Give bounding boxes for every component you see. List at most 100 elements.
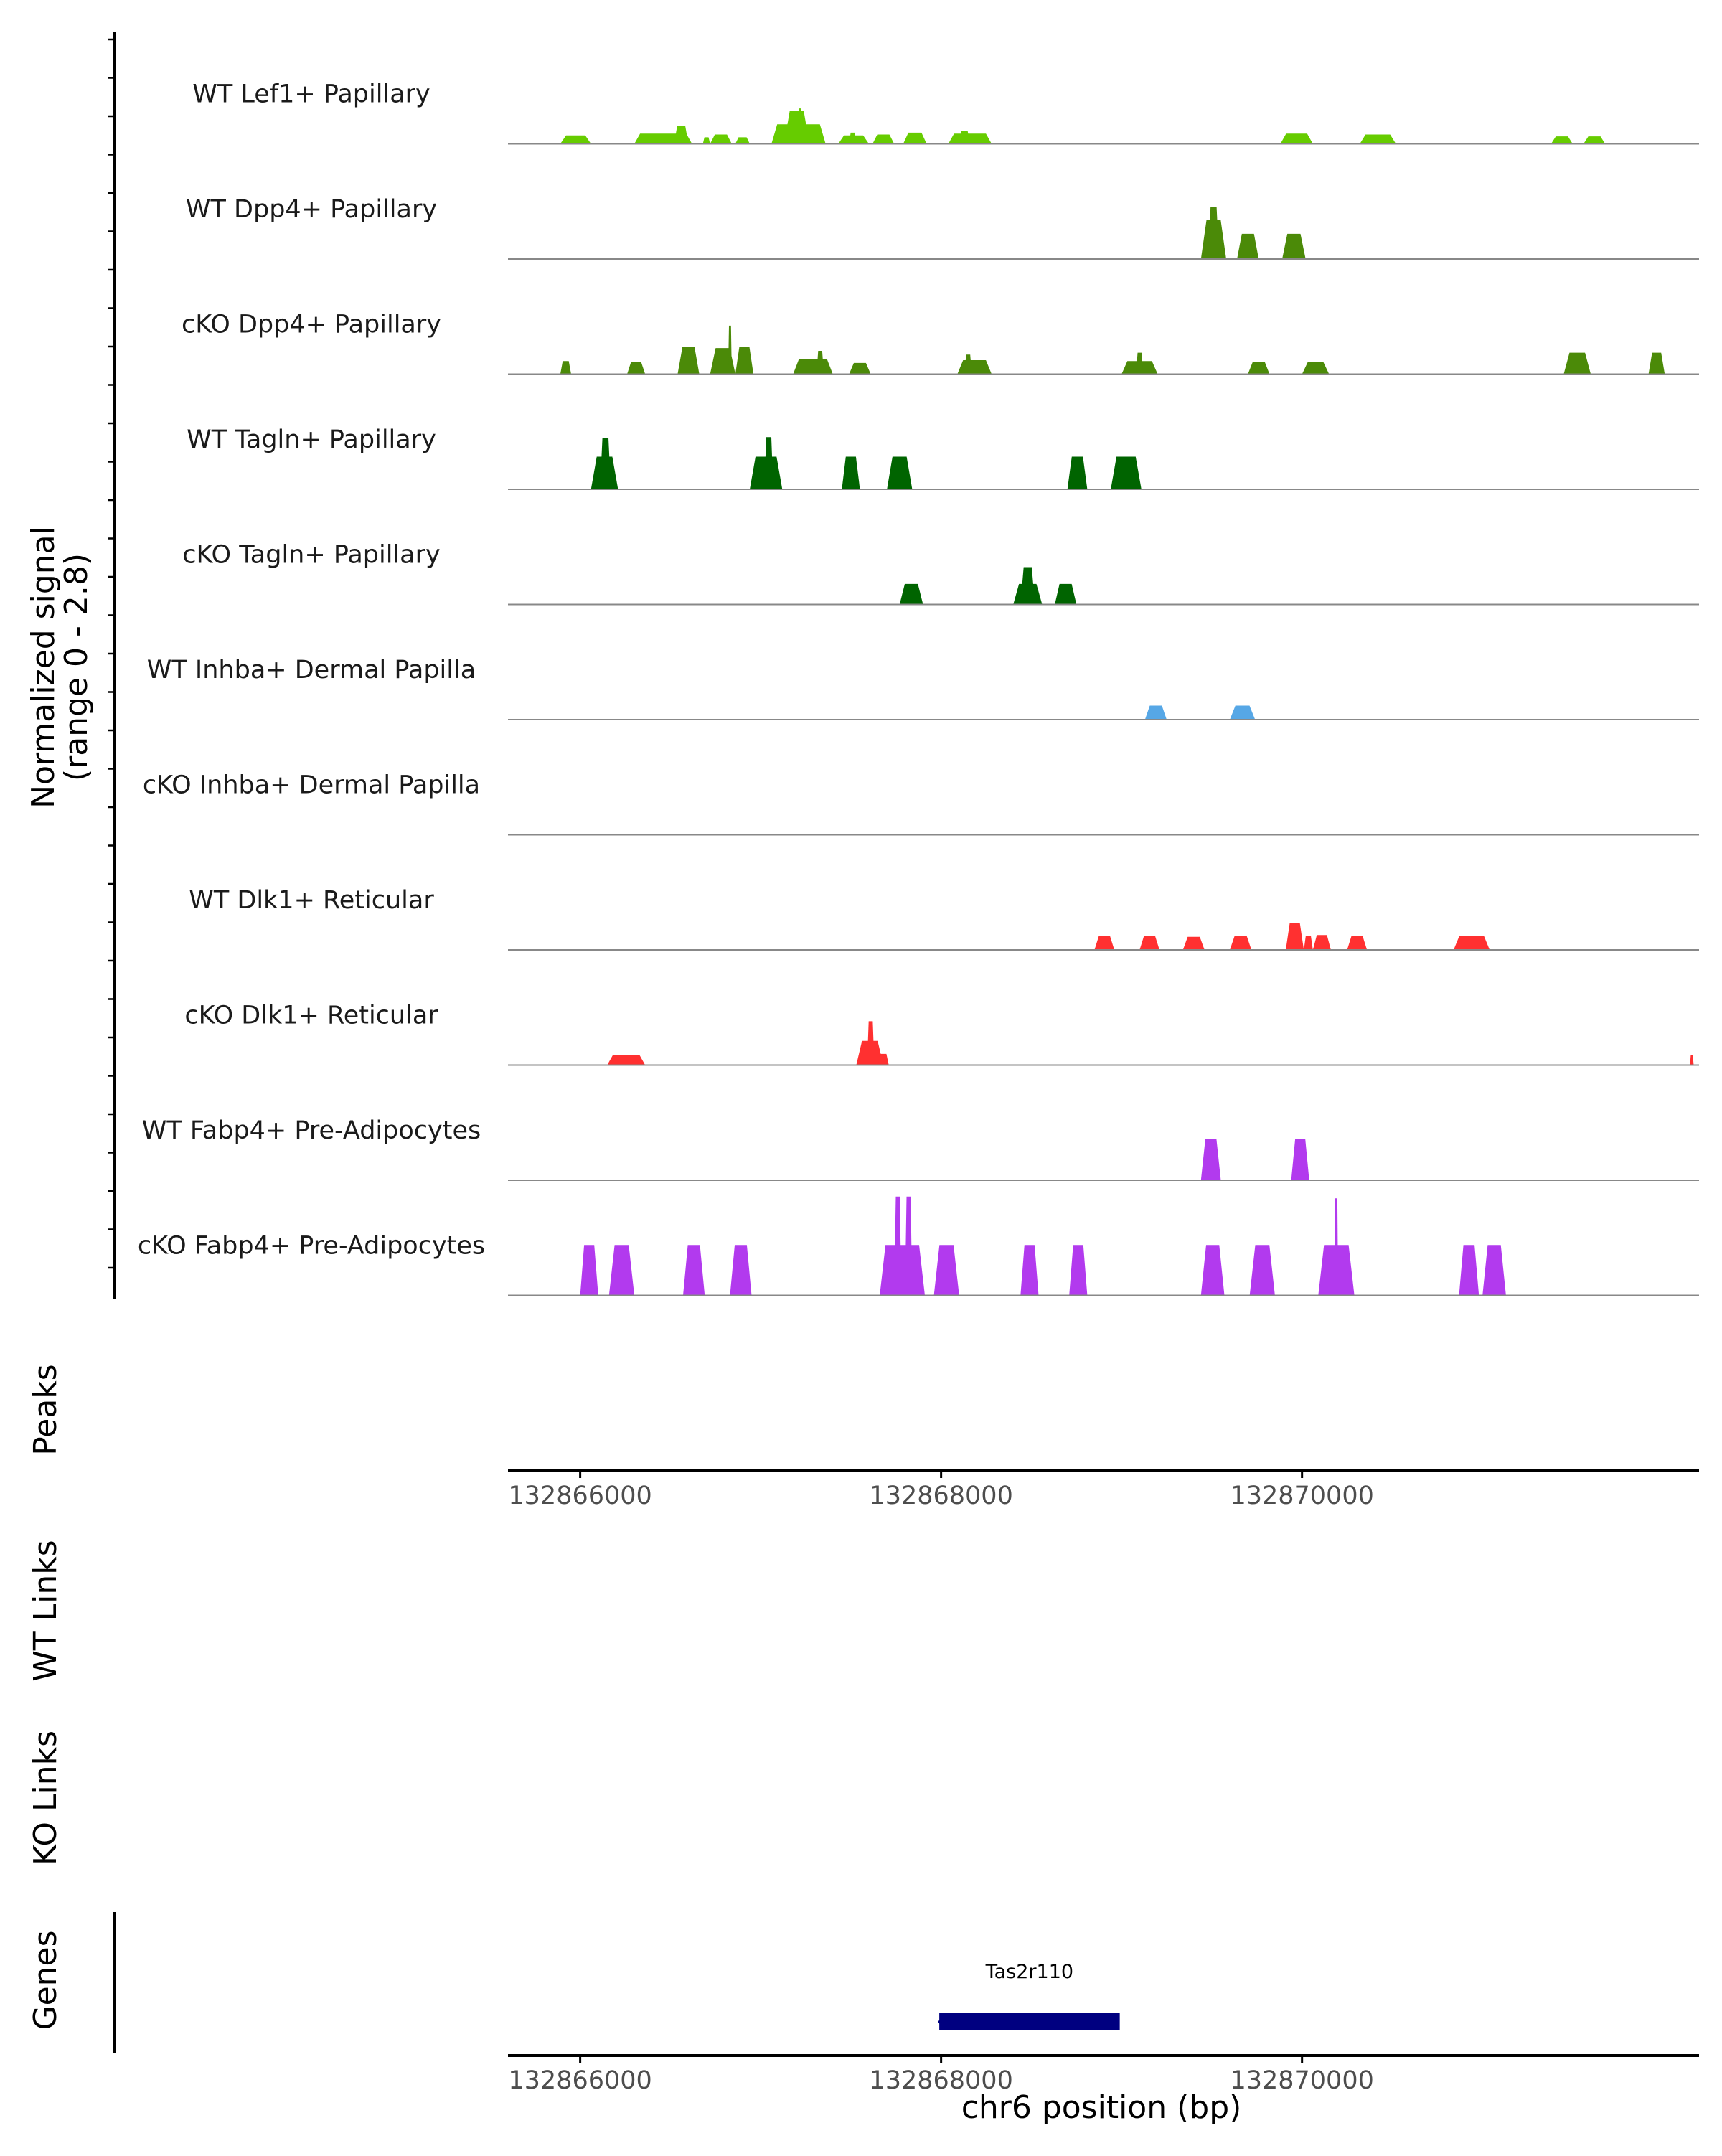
gene-label-tas2r110: Tas2r110 — [985, 1961, 1073, 1983]
peak-cko-dpp4-papillary-6 — [735, 347, 754, 375]
peak-wt-dlk1-reticular-9 — [1453, 936, 1490, 950]
peak-wt-lef1-papillary-14 — [903, 132, 927, 144]
peak-wt-tagln-papillary-4 — [764, 437, 773, 489]
track-wt-dpp4-papillary: WT Dpp4+ Papillary — [186, 195, 1699, 260]
genes-x-axis: 132866000 132868000 132870000 — [508, 2054, 1699, 2095]
peak-wt-lef1-papillary-4 — [710, 134, 732, 144]
peak-cko-fabp4-pre-adipocytes-9 — [1020, 1245, 1039, 1296]
peak-cko-dpp4-papillary-13 — [1136, 352, 1144, 375]
track-cko-tagln-papillary: cKO Tagln+ Papillary — [182, 541, 1699, 606]
peak-cko-dpp4-papillary-15 — [1302, 362, 1330, 375]
peak-cko-dpp4-papillary-1 — [560, 361, 571, 375]
peak-cko-fabp4-pre-adipocytes-6 — [894, 1196, 902, 1296]
peaks-x-tick-label-1: 132866000 — [508, 1482, 651, 1510]
peak-cko-fabp4-pre-adipocytes-14 — [1334, 1198, 1338, 1296]
peak-wt-lef1-papillary-10 — [798, 108, 802, 144]
peak-wt-lef1-papillary-1 — [560, 135, 591, 144]
peak-wt-lef1-papillary-16 — [959, 131, 970, 144]
peak-cko-tagln-papillary-1 — [899, 583, 923, 605]
track-label-wt-inhba-dermal-papilla: WT Inhba+ Dermal Papilla — [147, 656, 476, 684]
peak-cko-dpp4-papillary-3 — [677, 347, 700, 375]
gene-body-tas2r110 — [939, 2013, 1120, 2030]
peak-wt-dlk1-reticular-4 — [1230, 936, 1252, 950]
peak-wt-tagln-papillary-2 — [600, 438, 611, 489]
peak-wt-lef1-papillary-18 — [1360, 134, 1396, 144]
peak-wt-lef1-papillary-7 — [702, 137, 710, 144]
track-wt-dlk1-reticular: WT Dlk1+ Reticular — [189, 886, 1699, 951]
track-label-wt-lef1-papillary: WT Lef1+ Papillary — [192, 80, 430, 109]
peak-cko-fabp4-pre-adipocytes-8 — [933, 1245, 959, 1296]
peak-cko-fabp4-pre-adipocytes-16 — [1482, 1245, 1506, 1296]
peak-wt-lef1-papillary-15 — [948, 133, 992, 144]
peak-wt-lef1-papillary-3 — [674, 126, 689, 144]
peak-wt-lef1-papillary-17 — [1280, 133, 1313, 144]
peak-wt-dlk1-reticular-5 — [1286, 923, 1304, 950]
gene-strand-arrow-tas2r110 — [938, 2015, 946, 2029]
peak-cko-dpp4-papillary-5 — [728, 325, 732, 375]
track-cko-inhba-dermal-papilla: cKO Inhba+ Dermal Papilla — [143, 771, 1699, 836]
peak-wt-dlk1-reticular-6 — [1304, 936, 1313, 950]
track-wt-fabp4-pre-adipocytes: WT Fabp4+ Pre-Adipocytes — [142, 1116, 1699, 1181]
peak-cko-dlk1-reticular-4 — [878, 1053, 889, 1065]
signal-tracks: WT Lef1+ Papillary WT Dpp4+ Papillary cKO … — [138, 80, 1699, 1296]
peak-cko-fabp4-pre-adipocytes-4 — [730, 1245, 752, 1296]
track-label-cko-dpp4-papillary: cKO Dpp4+ Papillary — [182, 311, 441, 339]
track-label-wt-dpp4-papillary: WT Dpp4+ Papillary — [186, 195, 437, 224]
peak-wt-lef1-papillary-5 — [735, 137, 750, 144]
peak-cko-fabp4-pre-adipocytes-3 — [683, 1245, 705, 1296]
genes-x-tick-label-2: 132868000 — [869, 2066, 1012, 2095]
peak-wt-tagln-papillary-8 — [1111, 456, 1142, 489]
peak-cko-dpp4-papillary-17 — [1648, 352, 1665, 375]
peak-cko-dpp4-papillary-2 — [627, 362, 646, 375]
track-wt-lef1-papillary: WT Lef1+ Papillary — [192, 80, 1699, 145]
peak-wt-tagln-papillary-5 — [842, 456, 860, 489]
peak-wt-lef1-papillary-19 — [1551, 136, 1573, 144]
peak-cko-fabp4-pre-adipocytes-2 — [608, 1245, 635, 1296]
peak-wt-lef1-papillary-13 — [872, 134, 895, 144]
peak-cko-tagln-papillary-3 — [1020, 567, 1035, 605]
track-label-wt-dlk1-reticular: WT Dlk1+ Reticular — [189, 886, 434, 915]
track-label-wt-tagln-papillary: WT Tagln+ Papillary — [187, 425, 436, 454]
peak-wt-tagln-papillary-6 — [887, 456, 913, 489]
peak-wt-lef1-papillary-20 — [1584, 136, 1606, 144]
peak-cko-fabp4-pre-adipocytes-7 — [905, 1196, 913, 1296]
track-cko-dlk1-reticular: cKO Dlk1+ Reticular — [184, 1002, 1699, 1066]
peak-cko-dlk1-reticular-5 — [1690, 1055, 1694, 1065]
peak-cko-dpp4-papillary-14 — [1248, 362, 1270, 375]
wt-links-panel-label: WT Links — [27, 1540, 64, 1681]
peak-wt-lef1-papillary-6 — [713, 135, 721, 144]
peak-cko-dpp4-papillary-9 — [849, 362, 871, 375]
peak-cko-fabp4-pre-adipocytes-11 — [1200, 1245, 1225, 1296]
peak-wt-dlk1-reticular-1 — [1094, 936, 1115, 950]
peak-wt-dpp4-papillary-2 — [1208, 207, 1219, 259]
peak-cko-fabp4-pre-adipocytes-12 — [1249, 1245, 1275, 1296]
peak-wt-dlk1-reticular-3 — [1182, 936, 1205, 950]
peak-cko-fabp4-pre-adipocytes-5 — [880, 1245, 925, 1296]
gene-annotation-track: Tas2r110 — [113, 1912, 1120, 2053]
peak-wt-inhba-dermal-papilla-2 — [1230, 705, 1256, 720]
y-axis-label-line1: Normalized signal — [25, 526, 62, 809]
ko-links-panel-label: KO Links — [27, 1731, 64, 1865]
peak-wt-dpp4-papillary-4 — [1282, 233, 1306, 259]
track-wt-tagln-papillary: WT Tagln+ Papillary — [187, 425, 1699, 490]
genes-x-tick-label-3: 132870000 — [1230, 2066, 1373, 2095]
peaks-x-tick-label-2: 132868000 — [869, 1482, 1012, 1510]
track-label-cko-tagln-papillary: cKO Tagln+ Papillary — [182, 541, 441, 570]
peak-cko-dlk1-reticular-1 — [607, 1055, 646, 1065]
track-wt-inhba-dermal-papilla: WT Inhba+ Dermal Papilla — [147, 656, 1699, 720]
peak-wt-fabp4-pre-adipocytes-1 — [1200, 1139, 1221, 1180]
track-cko-dpp4-papillary: cKO Dpp4+ Papillary — [182, 311, 1699, 375]
peak-cko-dpp4-papillary-8 — [817, 351, 824, 375]
genes-panel-label: Genes — [27, 1930, 64, 2030]
track-label-cko-inhba-dermal-papilla: cKO Inhba+ Dermal Papilla — [143, 771, 480, 800]
track-label-wt-fabp4-pre-adipocytes: WT Fabp4+ Pre-Adipocytes — [142, 1116, 481, 1145]
peak-wt-dlk1-reticular-8 — [1347, 936, 1368, 950]
track-cko-fabp4-pre-adipocytes: cKO Fabp4+ Pre-Adipocytes — [138, 1196, 1699, 1296]
peak-cko-fabp4-pre-adipocytes-10 — [1069, 1245, 1088, 1296]
peak-cko-dpp4-papillary-7 — [793, 359, 833, 375]
peak-wt-lef1-papillary-9 — [784, 111, 809, 144]
peaks-panel-label: Peaks — [27, 1364, 64, 1455]
peak-wt-dlk1-reticular-2 — [1139, 936, 1159, 950]
track-label-cko-dlk1-reticular: cKO Dlk1+ Reticular — [184, 1002, 438, 1030]
